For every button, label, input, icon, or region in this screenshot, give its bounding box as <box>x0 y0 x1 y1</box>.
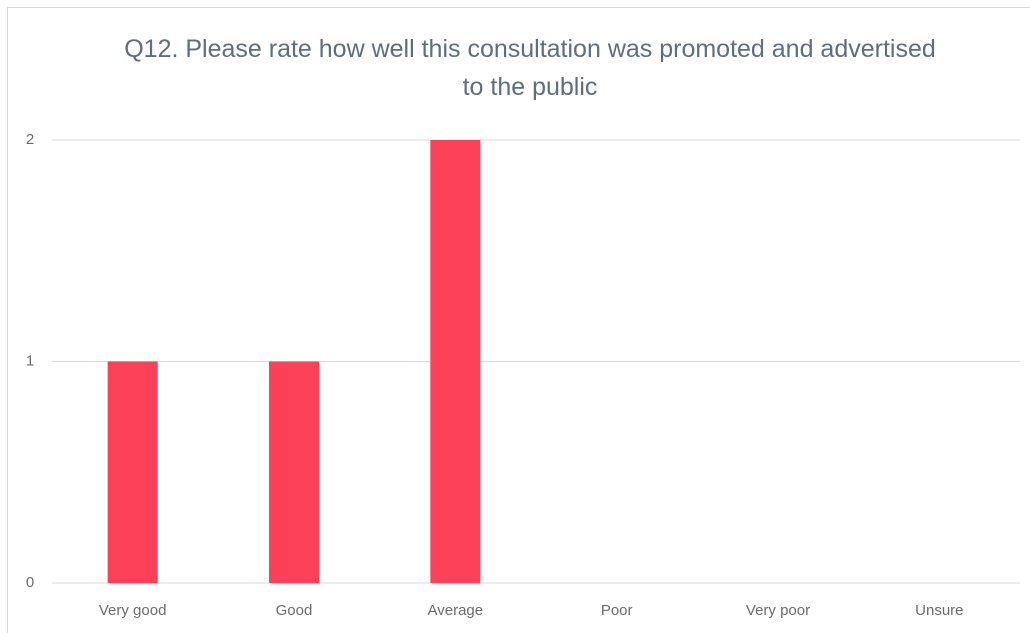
bar <box>430 140 481 583</box>
bar <box>107 361 158 583</box>
x-tick-label: Very good <box>99 602 167 619</box>
x-tick-label: Good <box>276 602 313 619</box>
x-tick-label: Very poor <box>746 602 810 619</box>
bar <box>269 361 319 583</box>
x-tick-label: Unsure <box>915 602 963 619</box>
x-tick-label: Poor <box>601 602 633 619</box>
x-tick-label: Average <box>428 602 484 619</box>
y-tick-label: 1 <box>26 352 34 369</box>
chart-frame <box>7 7 1030 633</box>
chart-title: Q12. Please rate how well this consultat… <box>124 35 936 101</box>
y-tick-label: 0 <box>26 574 34 591</box>
y-tick-label: 2 <box>26 131 34 148</box>
